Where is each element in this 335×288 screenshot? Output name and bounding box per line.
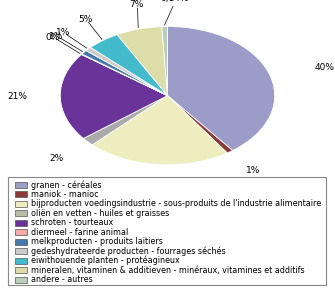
Wedge shape [168, 26, 275, 151]
Text: 21%: 21% [7, 92, 27, 101]
Text: mineralen, vitaminen & additieven - minéraux, vitamines et additifs: mineralen, vitaminen & additieven - miné… [31, 266, 305, 275]
Text: 0,14%: 0,14% [160, 0, 189, 3]
Bar [15, 248, 27, 254]
Bar [15, 201, 27, 207]
Wedge shape [162, 26, 168, 96]
Bar [15, 229, 27, 235]
Bar [15, 257, 27, 264]
Text: bijproducten voedingsindustrie - sous-produits de l'industrie alimentaire: bijproducten voedingsindustrie - sous-pr… [31, 199, 321, 208]
Wedge shape [82, 51, 168, 96]
Wedge shape [90, 35, 168, 96]
Text: gedeshydrateerde producten - fourrages séchés: gedeshydrateerde producten - fourrages s… [31, 247, 225, 256]
Bar [15, 267, 27, 273]
Bar [15, 191, 27, 197]
Text: 40%: 40% [314, 63, 334, 72]
Text: granen - céréales: granen - céréales [31, 180, 101, 190]
Text: 1%: 1% [56, 28, 70, 37]
Wedge shape [81, 54, 168, 96]
Wedge shape [86, 48, 168, 96]
Text: 5%: 5% [78, 15, 92, 24]
Wedge shape [168, 96, 232, 153]
Text: 7%: 7% [129, 0, 143, 9]
Text: 1%: 1% [246, 166, 260, 175]
Bar [15, 239, 27, 245]
Bar [15, 220, 27, 226]
Wedge shape [60, 54, 168, 139]
Text: diermeel - farine animal: diermeel - farine animal [31, 228, 128, 237]
Text: 0%: 0% [45, 33, 59, 41]
Text: maniok - manioc: maniok - manioc [31, 190, 98, 199]
Wedge shape [92, 96, 227, 165]
Text: melkproducten - produits laitiers: melkproducten - produits laitiers [31, 237, 163, 246]
Text: oliën en vetten - huiles et graisses: oliën en vetten - huiles et graisses [31, 209, 169, 218]
Text: schroten - tourteaux: schroten - tourteaux [31, 218, 113, 227]
Text: 22%: 22% [145, 187, 164, 196]
Wedge shape [83, 96, 168, 145]
Bar [15, 210, 27, 216]
Text: 1%: 1% [49, 31, 64, 41]
FancyBboxPatch shape [8, 177, 326, 285]
Bar [15, 276, 27, 283]
Text: 2%: 2% [50, 154, 64, 163]
Wedge shape [117, 26, 168, 96]
Text: andere - autres: andere - autres [31, 275, 92, 284]
Bar [15, 182, 27, 188]
Text: eiwithouende planten - protéagineux: eiwithouende planten - protéagineux [31, 256, 180, 266]
